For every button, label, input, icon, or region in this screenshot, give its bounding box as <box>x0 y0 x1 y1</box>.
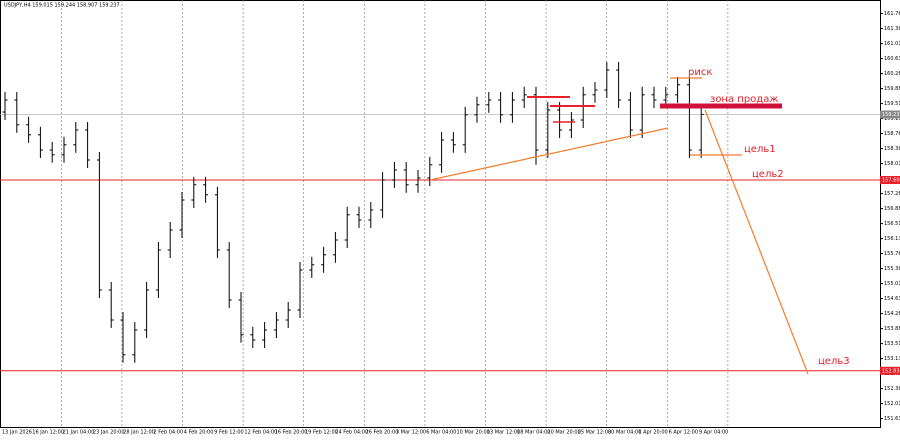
x-tick-label: 9 Apr 04:00 <box>699 430 728 436</box>
x-tick-label: 4 Feb 20:00 <box>184 430 214 436</box>
x-tick-label: 10 Mar 20:00 <box>457 430 490 436</box>
y-tick-label: 160.635 <box>884 56 900 62</box>
x-tick-label: 25 Mar 12:00 <box>578 430 611 436</box>
y-tick-label: 151.635 <box>884 416 900 422</box>
annotation: цель1 <box>744 144 776 155</box>
x-tick-label: 12 Feb 04:00 <box>244 430 277 436</box>
annotation: цель3 <box>818 356 850 367</box>
y-tick-label: 158.385 <box>884 146 900 152</box>
target-path <box>704 109 809 375</box>
x-tick-label: 30 Mar 04:00 <box>608 430 641 436</box>
x-tick-label: 19 Feb 12:00 <box>305 430 338 436</box>
x-tick-label: 6 Apr 12:00 <box>669 430 698 436</box>
y-tick-label: 158.010 <box>884 161 900 167</box>
plot-frame <box>0 0 881 428</box>
y-tick-label: 158.760 <box>884 131 900 137</box>
level-label: 157.600 <box>882 178 900 184</box>
x-tick-label: 3 Mar 12:00 <box>396 430 426 436</box>
current-price-box <box>880 110 900 119</box>
y-tick-label: 161.385 <box>884 26 900 32</box>
level-box <box>880 366 900 375</box>
annotation: риск <box>688 67 712 78</box>
x-tick-label: 24 Feb 04:00 <box>335 430 368 436</box>
y-tick-label: 155.385 <box>884 266 900 272</box>
chart-title: USDJPY,H4 159.015 159.244 158.907 159.23… <box>4 3 120 9</box>
y-tick-label: 159.510 <box>884 101 900 107</box>
x-tick-label: 1 Apr 20:00 <box>638 430 667 436</box>
bars <box>2 62 704 363</box>
y-tick-label: 156.885 <box>884 206 900 212</box>
y-tick-label: 160.260 <box>884 71 900 77</box>
y-tick-label: 153.510 <box>884 341 900 347</box>
y-tick-label: 153.135 <box>884 356 900 362</box>
y-tick-label: 161.010 <box>884 41 900 47</box>
y-tick-label: 159.135 <box>884 116 900 122</box>
level-label: 152.830 <box>882 368 900 374</box>
x-tick-label: 9 Feb 12:00 <box>214 430 244 436</box>
x-tick-label: 23 Jan 20:00 <box>93 430 125 436</box>
x-tick-label: 16 Jan 12:00 <box>32 430 64 436</box>
y-tick-label: 159.885 <box>884 86 900 92</box>
y-tick-label: 155.010 <box>884 281 900 287</box>
y-tick-label: 156.510 <box>884 221 900 227</box>
x-tick-label: 13 Mar 12:00 <box>487 430 520 436</box>
annotation: цель2 <box>752 169 784 180</box>
x-tick-label: 20 Mar 20:00 <box>547 430 580 436</box>
y-tick-label: 156.135 <box>884 236 900 242</box>
annotation: зона продаж <box>710 94 778 105</box>
x-tick-label: 21 Jan 04:00 <box>63 430 95 436</box>
x-tick-label: 13 Jan 2026 <box>2 430 32 436</box>
level-box <box>880 176 900 184</box>
y-tick-label: 152.010 <box>884 401 900 407</box>
y-tick-label: 152.385 <box>884 386 900 392</box>
annotations: риск зона продаж цель1 цель2 цель3 <box>429 67 850 375</box>
y-tick-label: 154.260 <box>884 311 900 317</box>
x-tick-label: 18 Mar 04:00 <box>517 430 550 436</box>
x-tick-label: 28 Jan 12:00 <box>123 430 155 436</box>
x-tick-label: 26 Feb 20:00 <box>366 430 399 436</box>
trend-line <box>429 127 669 181</box>
current-price-label: 159.237 <box>882 112 900 118</box>
y-tick-label: 157.260 <box>884 191 900 197</box>
y-tick-label: 154.635 <box>884 296 900 302</box>
x-tick-label: 6 Mar 04:00 <box>426 430 456 436</box>
x-tick-label: 2 Feb 04:00 <box>154 430 184 436</box>
y-tick-label: 161.760 <box>884 11 900 17</box>
x-tick-label: 16 Feb 20:00 <box>275 430 308 436</box>
y-tick-label: 153.885 <box>884 326 900 332</box>
y-tick-label: 155.760 <box>884 251 900 257</box>
